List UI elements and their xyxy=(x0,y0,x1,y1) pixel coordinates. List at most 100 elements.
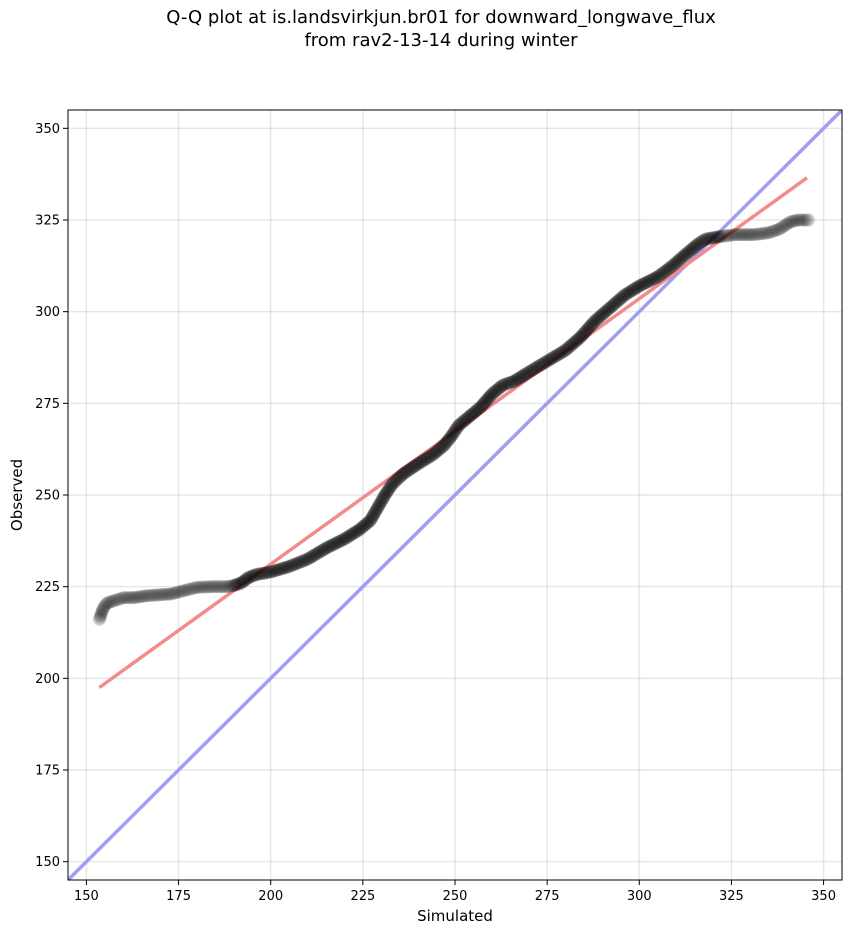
qq-point xyxy=(758,226,772,240)
qq-point xyxy=(441,433,455,447)
qq-point xyxy=(123,591,137,605)
qq-point xyxy=(93,611,107,625)
qq-point xyxy=(167,586,181,600)
qq-point xyxy=(748,227,762,241)
qq-point xyxy=(158,587,172,601)
qq-point xyxy=(224,579,238,593)
qq-point xyxy=(140,589,154,603)
qq-point xyxy=(362,515,376,529)
qq-point xyxy=(197,580,211,594)
qq-point xyxy=(694,235,708,249)
qq-point xyxy=(185,582,199,596)
qq-point xyxy=(205,580,219,594)
qq-point xyxy=(192,580,206,594)
qq-point xyxy=(611,294,625,308)
qq-point xyxy=(675,250,689,264)
qq-point xyxy=(254,567,268,581)
qq-point xyxy=(427,447,441,461)
qq-point xyxy=(393,470,407,484)
qq-point xyxy=(542,353,556,367)
qq-point xyxy=(360,517,374,531)
qq-point xyxy=(769,223,783,237)
qq-point xyxy=(164,587,178,601)
qq-point xyxy=(353,522,367,536)
qq-point xyxy=(469,404,483,418)
qq-point xyxy=(680,246,694,260)
qq-point xyxy=(432,443,446,457)
qq-point xyxy=(614,291,628,305)
qq-point xyxy=(290,556,304,570)
qq-point xyxy=(691,237,705,251)
qq-point xyxy=(230,578,244,592)
qq-point xyxy=(663,261,677,275)
qq-point xyxy=(598,305,612,319)
qq-point xyxy=(414,455,428,469)
qq-point xyxy=(634,278,648,292)
qq-point xyxy=(656,266,670,280)
qq-point xyxy=(221,579,235,593)
qq-point xyxy=(333,534,347,548)
qq-point xyxy=(318,542,332,556)
qq-point xyxy=(473,401,487,415)
reference-lines xyxy=(68,110,842,880)
qq-point xyxy=(450,421,464,435)
qq-point xyxy=(710,230,724,244)
qq-point xyxy=(731,228,745,242)
qq-point xyxy=(568,335,582,349)
qq-point xyxy=(481,392,495,406)
qq-point xyxy=(668,257,682,271)
qq-point xyxy=(700,232,714,246)
qq-point xyxy=(623,285,637,299)
qq-point xyxy=(696,234,710,248)
qq-point xyxy=(510,373,524,387)
qq-point xyxy=(389,474,403,488)
qq-point xyxy=(171,585,185,599)
qq-point xyxy=(639,275,653,289)
qq-point xyxy=(783,215,797,229)
qq-point xyxy=(309,547,323,561)
qq-point xyxy=(661,262,675,276)
qq-point xyxy=(179,583,193,597)
qq-point xyxy=(529,361,543,375)
qq-point xyxy=(305,550,319,564)
qq-point xyxy=(408,459,422,473)
qq-point xyxy=(355,521,369,535)
qq-point xyxy=(536,357,550,371)
qq-point xyxy=(198,580,212,594)
qq-point xyxy=(466,406,480,420)
qq-point xyxy=(96,602,110,616)
qq-point xyxy=(364,512,378,526)
qq-point xyxy=(751,227,765,241)
qq-point xyxy=(129,590,143,604)
qq-point xyxy=(736,228,750,242)
chart-title: Q-Q plot at is.landsvirkjun.br01 for dow… xyxy=(0,6,851,52)
qq-point xyxy=(499,377,513,391)
qq-point xyxy=(182,582,196,596)
qq-point xyxy=(689,239,703,253)
qq-point xyxy=(605,299,619,313)
qq-point xyxy=(530,360,544,374)
qq-point xyxy=(515,369,529,383)
qq-point xyxy=(357,519,371,533)
qq-point xyxy=(512,371,526,385)
qq-point xyxy=(145,588,159,602)
qq-point xyxy=(328,537,342,551)
qq-point xyxy=(293,555,307,569)
qq-point xyxy=(426,448,440,462)
qq-point xyxy=(281,560,295,574)
qq-point xyxy=(371,501,385,515)
qq-point xyxy=(570,334,584,348)
qq-point xyxy=(369,504,383,518)
qq-point xyxy=(493,380,507,394)
qq-point xyxy=(399,465,413,479)
qq-point xyxy=(543,352,557,366)
qq-point xyxy=(463,409,477,423)
qq-point xyxy=(348,525,362,539)
qq-point xyxy=(580,323,594,337)
qq-point xyxy=(511,372,525,386)
qq-point xyxy=(586,316,600,330)
qq-point xyxy=(683,244,697,258)
qq-point xyxy=(274,562,288,576)
qq-point xyxy=(525,363,539,377)
qq-point xyxy=(567,336,581,350)
